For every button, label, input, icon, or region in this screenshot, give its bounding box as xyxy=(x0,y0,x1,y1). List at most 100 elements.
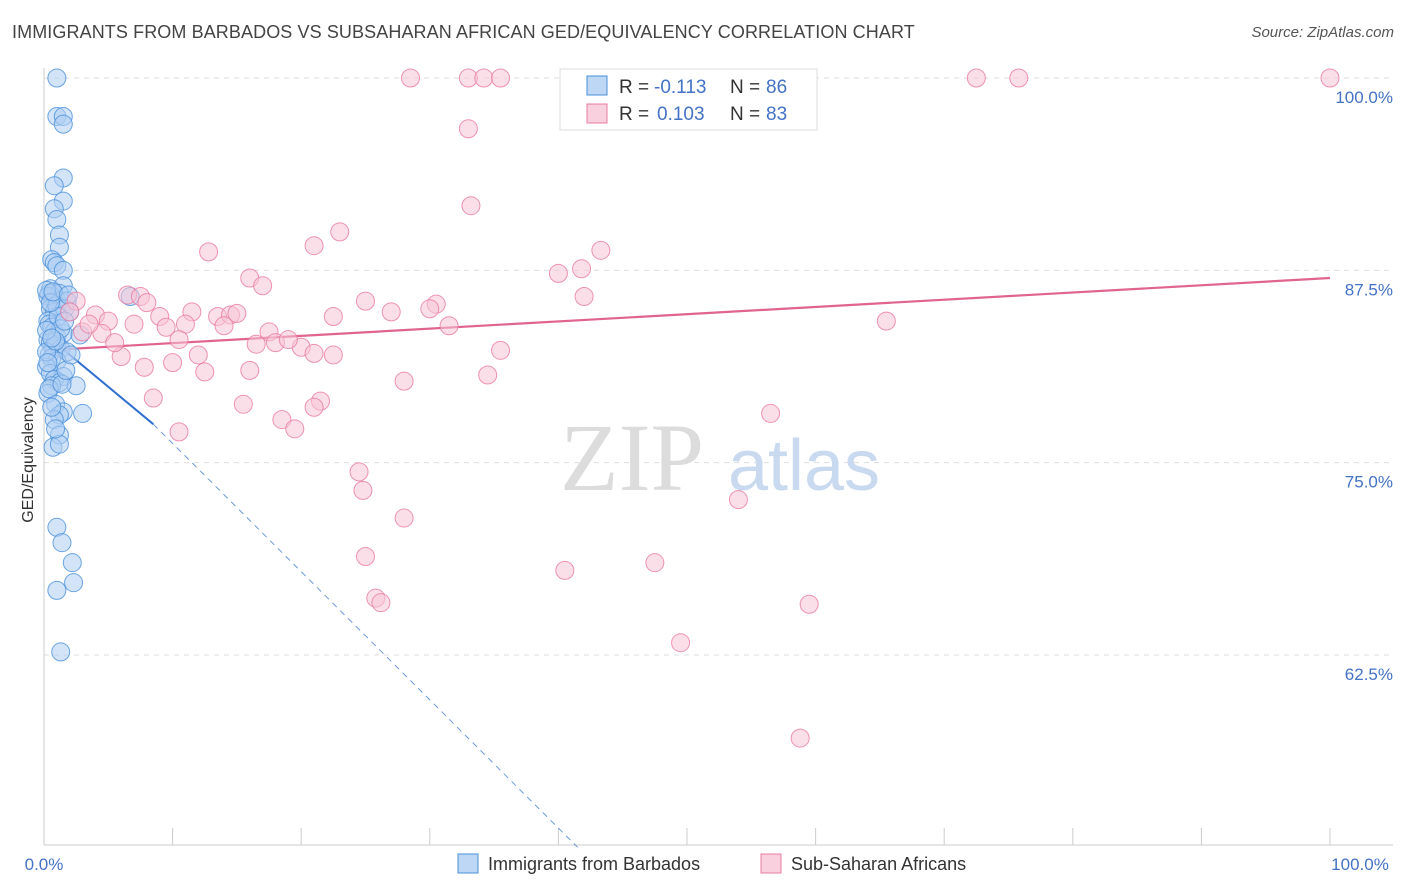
point-pink-22 xyxy=(356,291,375,311)
point-pink-35 xyxy=(156,317,176,337)
point-pink-78 xyxy=(278,330,298,350)
y-tick-label-2: 75.0% xyxy=(1345,473,1393,492)
point-blue-64 xyxy=(64,573,84,593)
point-pink-65 xyxy=(353,480,373,500)
trend-lines xyxy=(43,276,1331,848)
point-pink-69 xyxy=(555,560,575,580)
watermark-zip: ZIP xyxy=(560,404,704,511)
axes xyxy=(43,68,1393,846)
point-pink-79 xyxy=(381,302,401,322)
point-pink-72 xyxy=(371,593,391,613)
point-pink-70 xyxy=(645,553,665,573)
y-tick-label-0: 100.0% xyxy=(1335,88,1393,107)
point-pink-15 xyxy=(548,263,568,283)
point-blue-83 xyxy=(42,328,62,348)
point-pink-57 xyxy=(233,394,253,414)
point-pink-0 xyxy=(401,68,421,88)
point-pink-17 xyxy=(253,276,273,296)
point-pink-31 xyxy=(227,303,247,323)
point-pink-75 xyxy=(790,728,810,748)
point-pink-60 xyxy=(272,410,292,430)
point-pink-48 xyxy=(491,340,511,360)
point-pink-53 xyxy=(240,360,260,380)
point-pink-5 xyxy=(966,68,986,88)
watermark-atlas: atlas xyxy=(728,426,880,506)
x-tick-labels: 0.0% 100.0% xyxy=(25,855,1389,874)
point-pink-47 xyxy=(323,345,343,365)
point-pink-37 xyxy=(439,316,459,336)
point-pink-38 xyxy=(876,311,896,331)
point-pink-66 xyxy=(728,490,748,510)
point-blue-80 xyxy=(38,353,58,373)
x-tick-label-0: 0.0% xyxy=(25,855,64,874)
point-pink-74 xyxy=(671,633,691,653)
stats-legend-swatch-blue xyxy=(586,75,608,96)
chart-title: IMMIGRANTS FROM BARBADOS VS SUBSAHARAN A… xyxy=(12,22,915,42)
stats-legend-r-label-2: R = xyxy=(619,104,649,125)
point-blue-65 xyxy=(47,580,67,600)
point-pink-81 xyxy=(105,333,125,353)
point-blue-0 xyxy=(47,68,67,88)
stats-legend-r-label-1: R = xyxy=(619,77,649,98)
point-blue-56 xyxy=(73,403,93,423)
point-pink-64 xyxy=(349,462,369,482)
stats-legend-r-value-1: -0.113 xyxy=(654,77,706,98)
y-axis-title: GED/Equivalency xyxy=(20,397,37,522)
point-pink-13 xyxy=(591,240,611,260)
stats-legend-n-label-2: N = xyxy=(730,104,760,125)
stats-legend-r-value-2: 0.103 xyxy=(657,104,705,125)
point-pink-73 xyxy=(799,594,819,614)
point-pink-62 xyxy=(169,422,189,442)
y-tick-label-1: 87.5% xyxy=(1345,280,1393,299)
point-pink-76 xyxy=(79,314,99,334)
y-tick-label-3: 62.5% xyxy=(1345,665,1393,684)
point-pink-8 xyxy=(458,119,478,139)
y-tick-labels: 100.0% 87.5% 75.0% 62.5% xyxy=(1335,88,1393,684)
point-blue-63 xyxy=(62,553,82,573)
point-pink-7 xyxy=(1320,68,1340,88)
point-pink-14 xyxy=(572,259,592,279)
point-pink-32 xyxy=(323,306,343,326)
point-pink-77 xyxy=(137,293,157,313)
point-blue-71 xyxy=(42,397,62,417)
point-pink-56 xyxy=(143,388,163,408)
point-pink-18 xyxy=(574,286,594,306)
point-pink-51 xyxy=(163,353,183,373)
point-pink-61 xyxy=(285,419,305,439)
point-blue-84 xyxy=(61,345,81,365)
point-pink-12 xyxy=(199,242,219,262)
point-pink-9 xyxy=(461,196,481,216)
series-legend-swatch-blue xyxy=(457,853,479,874)
data-points xyxy=(37,68,1340,748)
series-legend-label-1: Immigrants from Barbados xyxy=(488,854,700,874)
point-pink-24 xyxy=(420,299,440,319)
point-blue-62 xyxy=(52,533,72,553)
point-blue-72 xyxy=(46,419,66,439)
point-pink-82 xyxy=(214,316,234,336)
point-pink-67 xyxy=(394,508,414,528)
point-pink-10 xyxy=(330,222,350,242)
point-blue-3 xyxy=(53,114,73,134)
point-pink-59 xyxy=(304,397,324,417)
point-pink-50 xyxy=(134,357,154,377)
point-pink-55 xyxy=(394,371,414,391)
point-pink-3 xyxy=(491,68,511,88)
point-pink-54 xyxy=(478,365,498,385)
point-blue-76 xyxy=(43,282,63,302)
point-pink-11 xyxy=(304,236,324,256)
series-legend: Immigrants from Barbados Sub-Saharan Afr… xyxy=(457,853,966,874)
stats-legend-swatch-pink xyxy=(586,103,608,124)
stats-legend-n-value-2: 83 xyxy=(766,104,787,125)
stats-legend-n-label-1: N = xyxy=(730,77,760,98)
point-pink-6 xyxy=(1009,68,1029,88)
point-pink-52 xyxy=(195,362,215,382)
point-pink-63 xyxy=(761,403,781,423)
trend-line-blue-extension xyxy=(152,423,579,848)
point-pink-80 xyxy=(188,345,208,365)
point-pink-25 xyxy=(60,302,80,322)
point-pink-42 xyxy=(169,330,189,350)
point-pink-34 xyxy=(124,314,144,334)
source-label: Source: ZipAtlas.com xyxy=(1251,24,1394,41)
point-pink-2 xyxy=(474,68,494,88)
